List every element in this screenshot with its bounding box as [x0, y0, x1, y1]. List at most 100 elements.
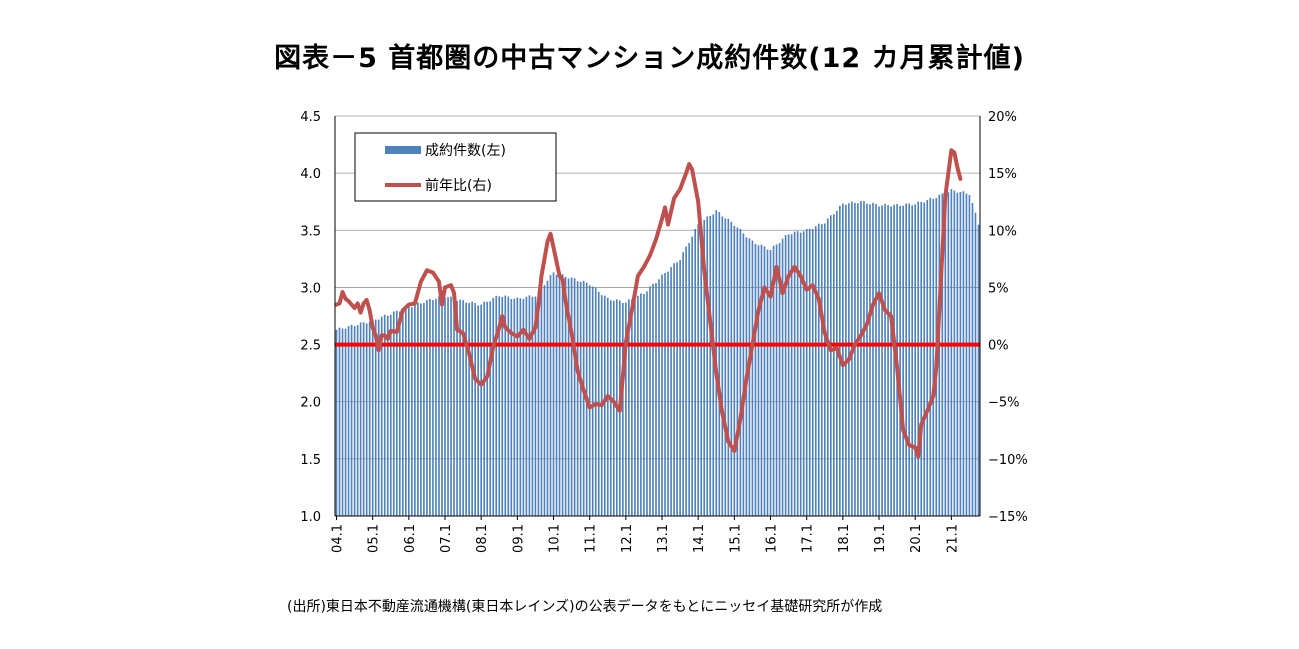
bar	[676, 262, 678, 516]
bar	[914, 204, 917, 516]
x-tick-label: 08.1	[475, 524, 490, 553]
bar	[513, 298, 516, 516]
bar	[944, 194, 947, 516]
bar	[721, 216, 724, 516]
y-right-tick-label: 0%	[988, 339, 1009, 354]
bar	[950, 189, 953, 516]
bar	[899, 205, 901, 517]
legend-label-line: 前年比(右)	[425, 177, 492, 194]
bar	[799, 232, 802, 516]
bar	[582, 280, 585, 516]
bar	[902, 205, 904, 517]
bar	[881, 205, 883, 516]
bar	[652, 283, 654, 516]
bar	[414, 304, 416, 516]
bar	[606, 297, 609, 516]
bar	[495, 295, 498, 516]
bar	[905, 203, 907, 516]
bar	[510, 299, 513, 516]
bar	[335, 329, 338, 516]
bar	[751, 240, 754, 517]
bar	[525, 296, 528, 516]
bar	[920, 202, 923, 516]
bar	[866, 203, 868, 517]
bar	[474, 302, 476, 516]
x-tick-label: 17.1	[801, 524, 816, 553]
bar	[814, 226, 817, 516]
axis-layer: 1.0 1.5 2.0 2.5 3.0 3.5 4.0 4.5 −15% −10% −5% 0% 5% 1…	[300, 110, 1027, 553]
x-tick-label: 18.1	[837, 524, 852, 553]
bar	[805, 228, 808, 516]
x-tick-label: 14.1	[692, 524, 707, 553]
bar	[911, 205, 914, 517]
bar	[739, 228, 742, 517]
bar	[938, 194, 941, 517]
bar	[941, 193, 944, 516]
bar	[760, 244, 763, 517]
bar	[516, 297, 519, 516]
bar	[576, 281, 579, 516]
bar	[923, 202, 926, 516]
bar	[932, 198, 935, 516]
bar	[697, 224, 700, 517]
bar	[655, 282, 657, 516]
y-left-tick-label: 3.5	[300, 224, 321, 239]
bar	[703, 219, 706, 517]
y-left-tick-label: 2.0	[300, 396, 321, 411]
bar	[471, 301, 473, 516]
bar	[712, 214, 715, 516]
bar	[829, 215, 832, 516]
y-right-tick-label: −15%	[988, 510, 1028, 525]
bar	[763, 246, 766, 516]
x-tick-label: 06.1	[403, 524, 418, 553]
bar	[634, 299, 636, 516]
bar	[890, 206, 892, 517]
bar	[769, 250, 772, 517]
bar	[353, 326, 356, 516]
bar	[679, 260, 681, 516]
bar	[929, 197, 932, 516]
bar	[588, 285, 591, 516]
x-tick-label: 20.1	[909, 524, 924, 553]
bar	[685, 246, 687, 516]
bar	[733, 225, 736, 516]
bar	[420, 303, 422, 516]
bar	[757, 245, 760, 516]
bar	[480, 304, 483, 516]
bar	[926, 199, 929, 516]
bar	[594, 287, 597, 516]
bar	[468, 303, 470, 516]
bar	[371, 319, 374, 516]
bar	[851, 201, 853, 517]
bar	[694, 228, 697, 517]
bar	[872, 202, 874, 516]
bar	[878, 206, 880, 516]
bar	[389, 314, 392, 516]
bar	[875, 203, 877, 517]
x-tick-label: 21.1	[945, 524, 960, 553]
bar	[962, 191, 965, 516]
bar	[793, 231, 796, 516]
bar	[688, 242, 690, 516]
y-left-tick-label: 4.5	[300, 110, 321, 125]
bar	[519, 298, 522, 516]
bar	[444, 297, 446, 516]
bar	[700, 223, 703, 516]
bar	[429, 298, 431, 516]
bar	[447, 297, 449, 516]
y-right-tick-label: 15%	[988, 167, 1017, 182]
bar	[784, 235, 787, 516]
bar	[338, 327, 341, 516]
bar	[411, 307, 413, 516]
y-right-tick-label: −10%	[988, 453, 1028, 468]
bar	[477, 305, 479, 516]
bar	[884, 203, 886, 516]
bar	[552, 272, 555, 516]
x-tick-label: 16.1	[765, 524, 780, 553]
bar	[956, 192, 959, 517]
bar	[667, 271, 669, 516]
line-layer	[334, 148, 963, 459]
bar	[462, 300, 464, 516]
bar	[423, 302, 425, 516]
